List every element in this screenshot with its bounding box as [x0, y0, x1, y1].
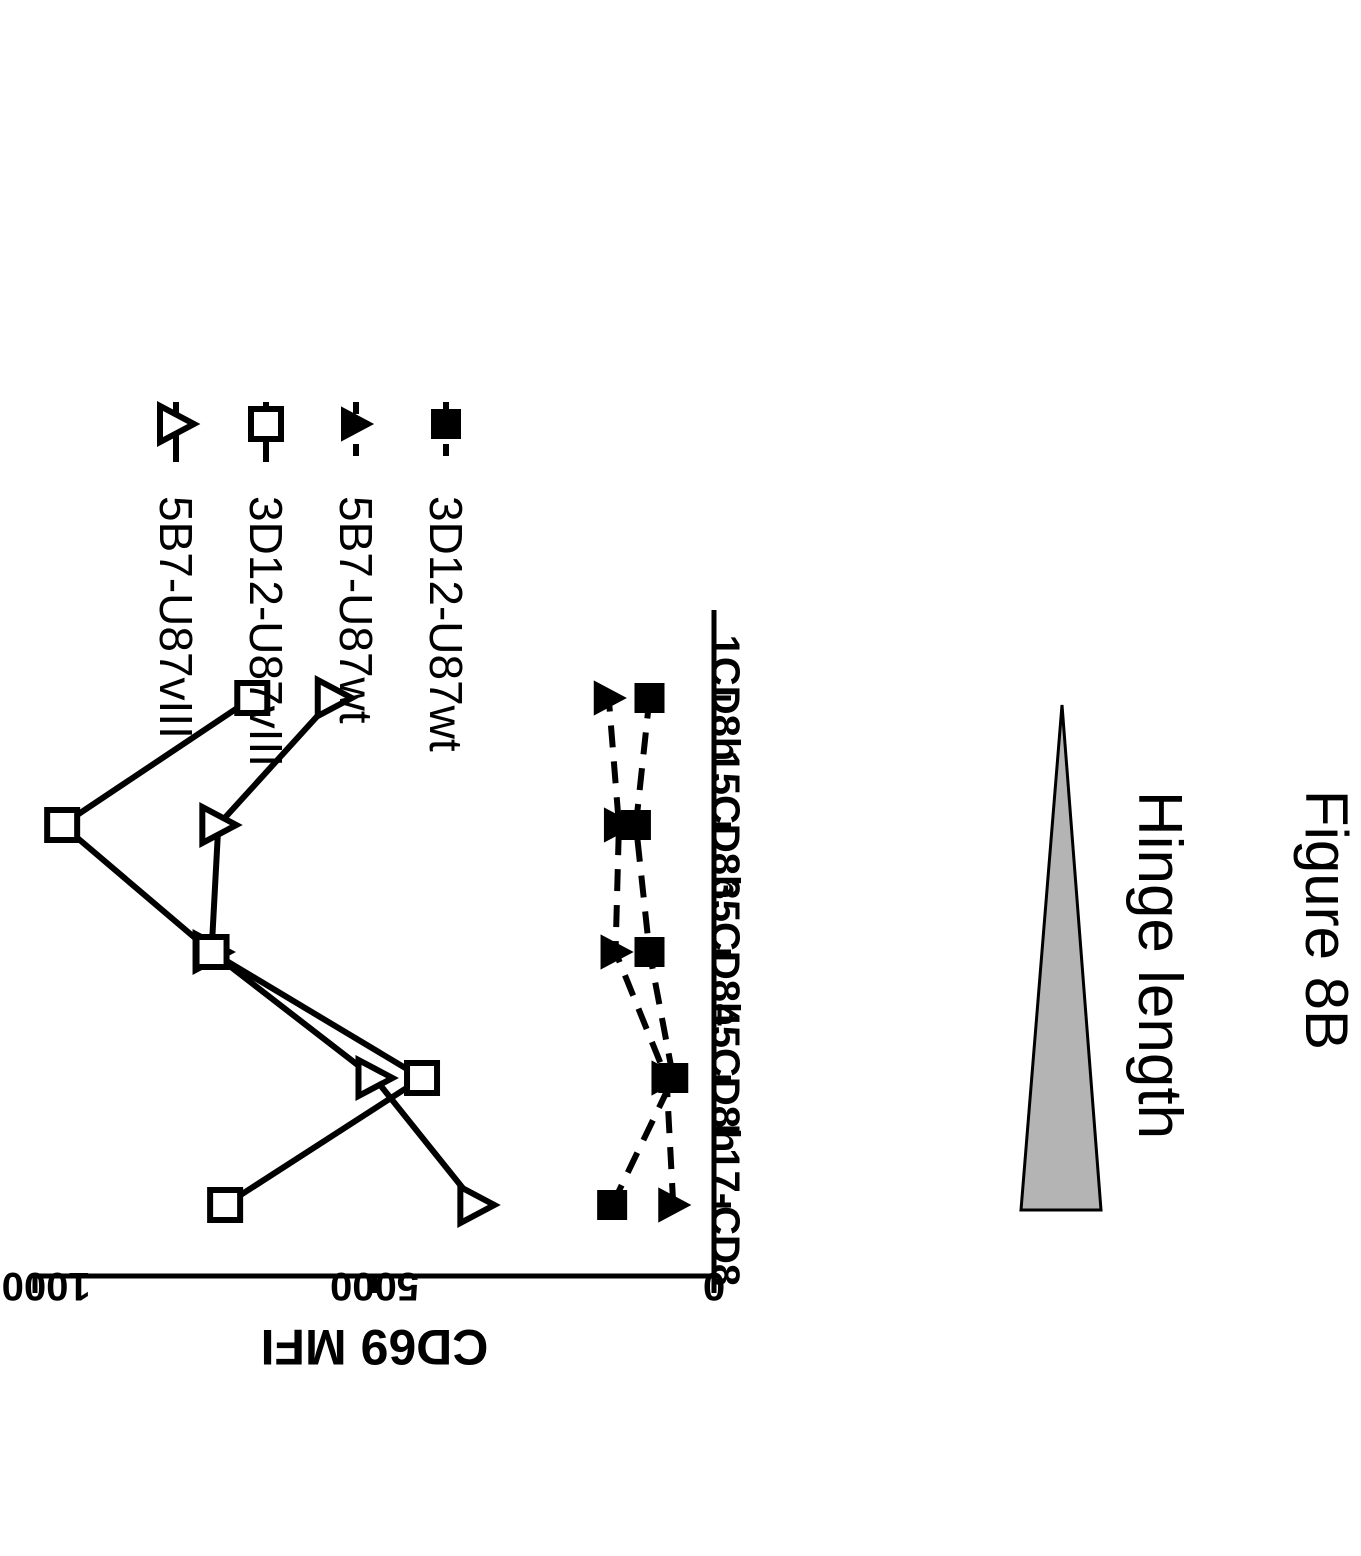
point-5b7-u87wt-15cd8h [603, 807, 638, 843]
x-tick-label-1cd8h: 1CD8h [703, 635, 747, 762]
point-3d12-u87viii-1cd8h [234, 680, 271, 716]
x-tick-label-15cd8h: 15CD8h [703, 751, 747, 900]
point-5b7-u87viii-1cd8h [314, 675, 359, 721]
point-5b7-u87viii-l17-cd8 [457, 1182, 501, 1228]
legend-label-5b7-u87wt: 5B7-U87wt [330, 496, 382, 724]
y-tick-label-5000: 5000 [330, 1264, 419, 1308]
point-3d12-u87wt-1cd8h [634, 683, 665, 713]
point-5b7-u87viii-15cd8h [199, 802, 243, 848]
legend-marker-3d12-u87viii [248, 406, 284, 442]
point-5b7-u87wt-1cd8h [593, 680, 627, 716]
series-line-3d12-u87viii [59, 695, 426, 1208]
point-3d12-u87viii-45cd8h [404, 1060, 441, 1096]
legend-marker-5b7-u87wt [341, 406, 375, 442]
x-tick-label-l17-cd8: L17-CD8 [703, 1124, 747, 1286]
point-5b7-u87wt-l17-cd8 [658, 1187, 692, 1223]
figure-label: Figure 8B [1293, 790, 1360, 1050]
legend-marker-3d12-u87wt [431, 409, 461, 439]
point-3d12-u87viii-15cd8h [44, 807, 81, 843]
point-3d12-u87wt-l17-cd8 [597, 1190, 628, 1220]
point-3d12-u87viii-35cd8h [193, 934, 230, 970]
legend-label-3d12-u87viii: 3D12-U87vIII [240, 496, 292, 767]
legend-label-5b7-u87viii: 5B7-U87vIII [150, 496, 202, 739]
legend-label-3d12-u87wt: 3D12-U87wt [420, 496, 472, 752]
y-tick-label-0: 0 [703, 1264, 725, 1308]
x-tick-label-45cd8h: 45CD8h [703, 1004, 747, 1153]
hinge-length-label: Hinge length [1125, 791, 1194, 1139]
legend: 5B7-U87vIII 3D12-U87vIII 5B7-U87wt 3D12-U87… [150, 401, 472, 767]
y-axis-title: CD69 MFI [261, 1319, 489, 1375]
legend-marker-5b7-u87viii [157, 401, 201, 447]
hinge-length-indicator: Hinge length [1019, 704, 1194, 1212]
point-3d12-u87viii-l17-cd8 [207, 1187, 244, 1223]
point-5b7-u87wt-35cd8h [600, 934, 634, 970]
hinge-length-wedge [1019, 704, 1103, 1212]
point-3d12-u87wt-45cd8h [658, 1063, 689, 1093]
point-3d12-u87wt-15cd8h [620, 810, 651, 840]
y-tick-label-10000: 10000 [0, 1264, 91, 1308]
point-3d12-u87wt-35cd8h [634, 937, 665, 967]
x-tick-label-35cd8h: 35CD8h [703, 878, 747, 1027]
point-5b7-u87viii-45cd8h [355, 1055, 399, 1101]
